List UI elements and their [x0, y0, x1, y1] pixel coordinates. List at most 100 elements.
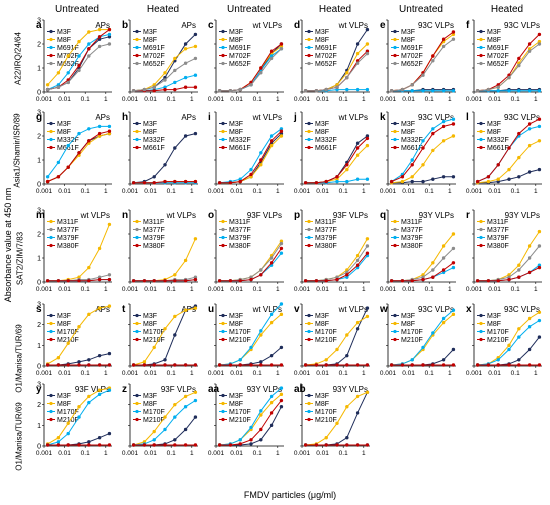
data-point: [517, 155, 521, 160]
data-point: [486, 179, 491, 184]
x-tick-label: 0.1: [425, 286, 434, 293]
data-point: [238, 179, 242, 184]
data-point: [345, 443, 349, 447]
data-point: [269, 312, 274, 317]
data-point: [517, 175, 521, 179]
x-tick-label: 0.1: [253, 370, 262, 377]
data-point: [324, 443, 328, 447]
x-tick-label: 0.01: [316, 188, 329, 195]
panel-title: 93Y VLPs: [333, 385, 368, 394]
data-point: [107, 222, 112, 227]
data-point: [107, 35, 112, 39]
panel-title: APs: [95, 21, 110, 30]
data-point: [97, 27, 102, 32]
data-point: [56, 363, 61, 367]
data-point: [259, 268, 263, 272]
legend-label: M170F: [57, 409, 79, 416]
data-point: [152, 89, 156, 93]
legend-label: M8F: [57, 129, 71, 136]
data-point: [173, 443, 177, 447]
panel-letter: s: [36, 304, 42, 315]
data-point: [537, 42, 542, 46]
legend-marker: [393, 227, 397, 232]
data-point: [193, 73, 198, 77]
data-point: [279, 129, 284, 133]
data-point: [389, 363, 394, 367]
panel-title: 93C VLPs: [418, 305, 454, 314]
legend-label: M3F: [487, 121, 501, 128]
data-point: [259, 163, 263, 167]
legend-label: M8F: [487, 129, 501, 136]
data-point: [365, 136, 370, 141]
legend-label: M8F: [57, 321, 71, 328]
data-point: [400, 87, 405, 92]
data-point: [131, 279, 136, 283]
data-point: [97, 306, 102, 310]
legend-label: M8F: [401, 129, 415, 136]
legend-marker: [479, 61, 483, 66]
panel-letter: ab: [294, 384, 306, 395]
panel-title: wt VLPs: [252, 21, 282, 30]
y-tick-label: 3: [37, 208, 41, 215]
legend-label: M210F: [315, 337, 337, 344]
data-point: [441, 256, 446, 260]
y-tick-label: 1: [37, 158, 41, 165]
data-point: [431, 127, 435, 131]
data-point: [173, 363, 177, 367]
x-tick-label: 0.1: [253, 286, 262, 293]
x-tick-label: 0.001: [294, 450, 311, 457]
data-point: [537, 32, 542, 37]
data-point: [163, 443, 167, 447]
x-tick-label: 0.01: [488, 188, 501, 195]
data-point: [87, 279, 91, 283]
legend-marker: [221, 401, 225, 406]
data-point: [238, 442, 242, 446]
legend-marker: [221, 29, 225, 34]
data-point: [324, 358, 328, 362]
legend-marker: [49, 227, 53, 232]
legend-label: M3F: [315, 313, 329, 320]
data-point: [142, 443, 147, 447]
x-tick-label: 1: [448, 96, 452, 103]
data-point: [365, 443, 370, 447]
data-point: [173, 56, 177, 61]
data-point: [324, 179, 328, 184]
data-point: [303, 443, 308, 447]
x-tick-label: 0.01: [144, 450, 157, 457]
legend-label: M380F: [57, 243, 79, 250]
legend-marker: [479, 137, 483, 142]
legend-label: M3F: [143, 393, 157, 400]
data-point: [389, 179, 394, 184]
legend-marker: [307, 409, 311, 414]
legend-marker: [307, 235, 311, 240]
legend-label: M691F: [487, 45, 509, 52]
x-tick-label: 0.1: [339, 370, 348, 377]
x-tick-label: 1: [362, 96, 366, 103]
panel-title: 93C VLPs: [504, 21, 540, 30]
data-point: [527, 49, 532, 53]
data-point: [87, 42, 91, 46]
data-point: [87, 394, 91, 399]
legend-label: M377F: [487, 227, 509, 234]
data-point: [249, 275, 253, 279]
panel-e: 0.001 0.01 0.1 1 e 93C VLPsM3FM8FM691FM702FM6…: [380, 19, 456, 103]
legend-marker: [135, 337, 139, 342]
data-point: [335, 421, 339, 425]
legend-marker: [135, 321, 139, 326]
data-point: [279, 363, 284, 367]
legend-marker: [479, 129, 483, 134]
data-point: [475, 179, 480, 184]
legend-label: M332F: [401, 137, 423, 144]
x-tick-label: 0.1: [167, 188, 176, 195]
data-point: [217, 443, 222, 447]
x-tick-label: 1: [276, 96, 280, 103]
data-point: [410, 89, 414, 93]
data-point: [355, 265, 360, 270]
x-tick-label: 0.1: [511, 286, 520, 293]
data-point: [507, 177, 511, 181]
data-point: [173, 402, 177, 407]
panel-q: 0.001 0.01 0.1 1 q 93Y VLPsM311FM377FM379FM38…: [380, 209, 456, 293]
legend-marker: [221, 137, 225, 142]
x-tick-label: 0.1: [81, 370, 90, 377]
legend-label: M311F: [315, 219, 336, 226]
